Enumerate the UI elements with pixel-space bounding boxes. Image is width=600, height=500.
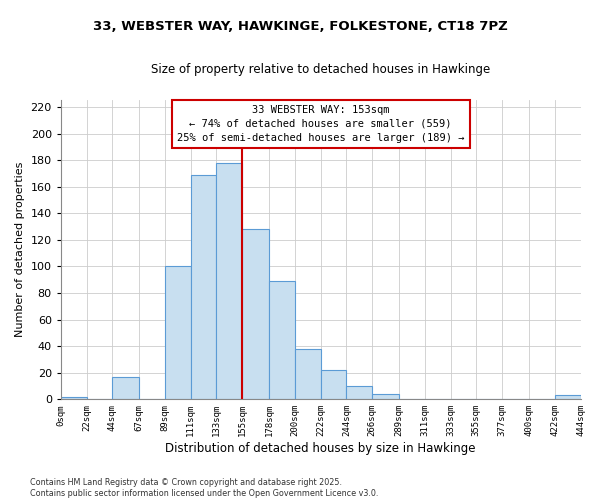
Bar [269,281,295,400]
Bar [242,229,269,400]
Title: Size of property relative to detached houses in Hawkinge: Size of property relative to detached ho… [151,62,490,76]
Bar [320,370,346,400]
Y-axis label: Number of detached properties: Number of detached properties [15,162,25,338]
Text: 33, WEBSTER WAY, HAWKINGE, FOLKESTONE, CT18 7PZ: 33, WEBSTER WAY, HAWKINGE, FOLKESTONE, C… [92,20,508,33]
Text: Contains HM Land Registry data © Crown copyright and database right 2025.
Contai: Contains HM Land Registry data © Crown c… [30,478,379,498]
Bar [555,396,581,400]
Bar [191,174,217,400]
Bar [165,266,191,400]
Bar [295,349,320,400]
Bar [346,386,372,400]
X-axis label: Distribution of detached houses by size in Hawkinge: Distribution of detached houses by size … [166,442,476,455]
Bar [61,396,86,400]
Bar [217,162,242,400]
Bar [372,394,399,400]
Bar [112,376,139,400]
Text: 33 WEBSTER WAY: 153sqm
← 74% of detached houses are smaller (559)
25% of semi-de: 33 WEBSTER WAY: 153sqm ← 74% of detached… [177,105,464,143]
